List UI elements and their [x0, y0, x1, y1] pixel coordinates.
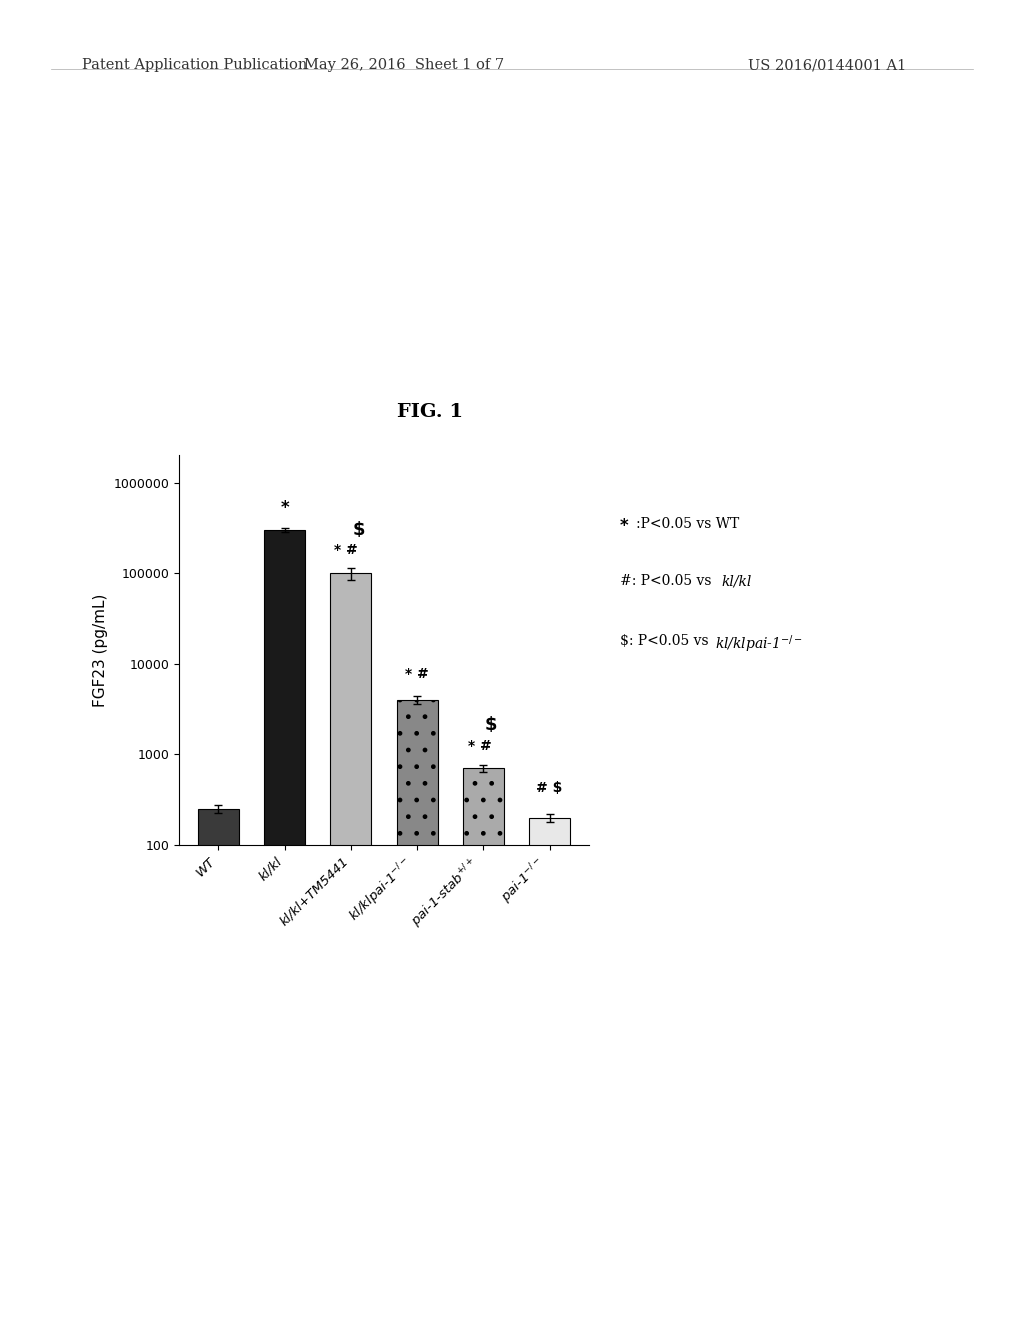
- Text: $: $: [352, 520, 366, 539]
- Bar: [331, 573, 372, 1320]
- Bar: [529, 817, 570, 1320]
- Text: *: *: [281, 499, 289, 516]
- Bar: [264, 531, 305, 1320]
- Text: *: *: [620, 517, 628, 536]
- Bar: [463, 768, 504, 1320]
- Text: * #: * #: [468, 739, 492, 752]
- Bar: [396, 700, 437, 1320]
- Text: :P<0.05 vs WT: :P<0.05 vs WT: [636, 517, 739, 532]
- Text: kl/klpai-1$^{-/-}$: kl/klpai-1$^{-/-}$: [715, 634, 803, 655]
- Bar: [198, 809, 239, 1320]
- Text: FIG. 1: FIG. 1: [397, 403, 463, 421]
- Text: * #: * #: [406, 668, 429, 681]
- Text: $: $: [485, 715, 498, 734]
- Text: Patent Application Publication: Patent Application Publication: [82, 58, 307, 73]
- Text: $: P<0.05 vs: $: P<0.05 vs: [620, 634, 713, 648]
- Text: US 2016/0144001 A1: US 2016/0144001 A1: [748, 58, 906, 73]
- Text: # $: # $: [537, 781, 563, 796]
- Text: #: P<0.05 vs: #: P<0.05 vs: [620, 574, 716, 589]
- Text: May 26, 2016  Sheet 1 of 7: May 26, 2016 Sheet 1 of 7: [304, 58, 505, 73]
- Y-axis label: FGF23 (pg/mL): FGF23 (pg/mL): [93, 594, 109, 706]
- Text: * #: * #: [334, 544, 357, 557]
- Text: kl/kl: kl/kl: [722, 574, 753, 589]
